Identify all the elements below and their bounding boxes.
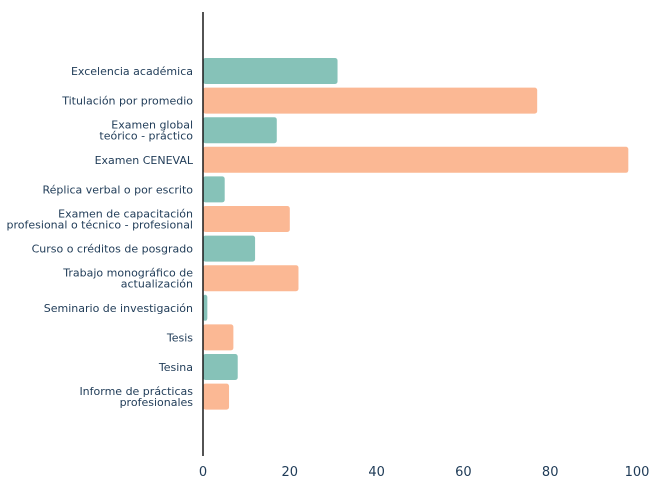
category-label-line: Réplica verbal o por escrito: [43, 183, 194, 196]
category-label: Réplica verbal o por escrito: [43, 183, 194, 196]
category-label: Trabajo monográfico de actualización: [62, 267, 193, 291]
category-label: Examen de capacitación profesional o técn…: [7, 208, 193, 232]
category-label-line: Titulación por promedio: [61, 95, 193, 108]
bar-11: [203, 354, 238, 380]
category-label-line: Excelencia académica: [71, 65, 193, 78]
category-label: Informe de prácticas profesionales: [79, 385, 193, 409]
x-tick-label: 100: [625, 465, 650, 480]
category-label: Seminario de investigación: [44, 302, 193, 315]
bar-1: [203, 58, 338, 84]
category-label: Tesina: [158, 361, 193, 374]
x-tick-label: 80: [542, 465, 559, 480]
category-label-line: Trabajo monográfico de: [62, 267, 193, 280]
x-tick-labels-group: 0 20 40 60 80 100: [199, 465, 650, 480]
bar-7: [203, 235, 256, 262]
category-label-line: Curso o créditos de posgrado: [32, 243, 194, 256]
category-label-line: Examen CENEVAL: [95, 154, 194, 167]
bar-10: [203, 324, 234, 351]
category-label: Tesis: [166, 331, 193, 344]
category-label: Examen CENEVAL: [95, 154, 194, 167]
x-tick-label: 20: [282, 465, 299, 480]
bar-3: [203, 117, 277, 144]
category-label-line: profesional o técnico - profesional: [7, 219, 193, 232]
bar-9: [203, 294, 208, 321]
category-label-line: teórico - práctico: [99, 130, 193, 143]
bar-4: [203, 146, 629, 173]
category-label-line: Tesina: [158, 361, 193, 374]
category-label-line: Tesis: [166, 331, 193, 344]
x-tick-label: 60: [455, 465, 472, 480]
bars-group: [203, 58, 629, 410]
bar-5: [203, 176, 225, 203]
bar-6: [203, 206, 290, 232]
category-label-line: Informe de prácticas: [79, 385, 193, 398]
category-label: Curso o créditos de posgrado: [32, 243, 194, 256]
bar-12: [203, 383, 230, 410]
category-label: Examen global teórico - práctico: [99, 119, 193, 143]
category-label: Excelencia académica: [71, 65, 193, 78]
category-label-line: Examen global: [111, 119, 193, 132]
category-labels-group: Excelencia académica Titulación por prome…: [7, 65, 194, 409]
category-label-line: actualización: [121, 278, 193, 291]
category-label-line: Seminario de investigación: [44, 302, 193, 315]
category-label-line: Examen de capacitación: [58, 208, 193, 221]
x-tick-label: 40: [368, 465, 385, 480]
x-tick-label: 0: [199, 465, 207, 480]
category-label: Titulación por promedio: [61, 95, 193, 108]
bar-8: [203, 265, 299, 292]
category-label-line: profesionales: [120, 396, 194, 409]
bar-2: [203, 87, 538, 114]
